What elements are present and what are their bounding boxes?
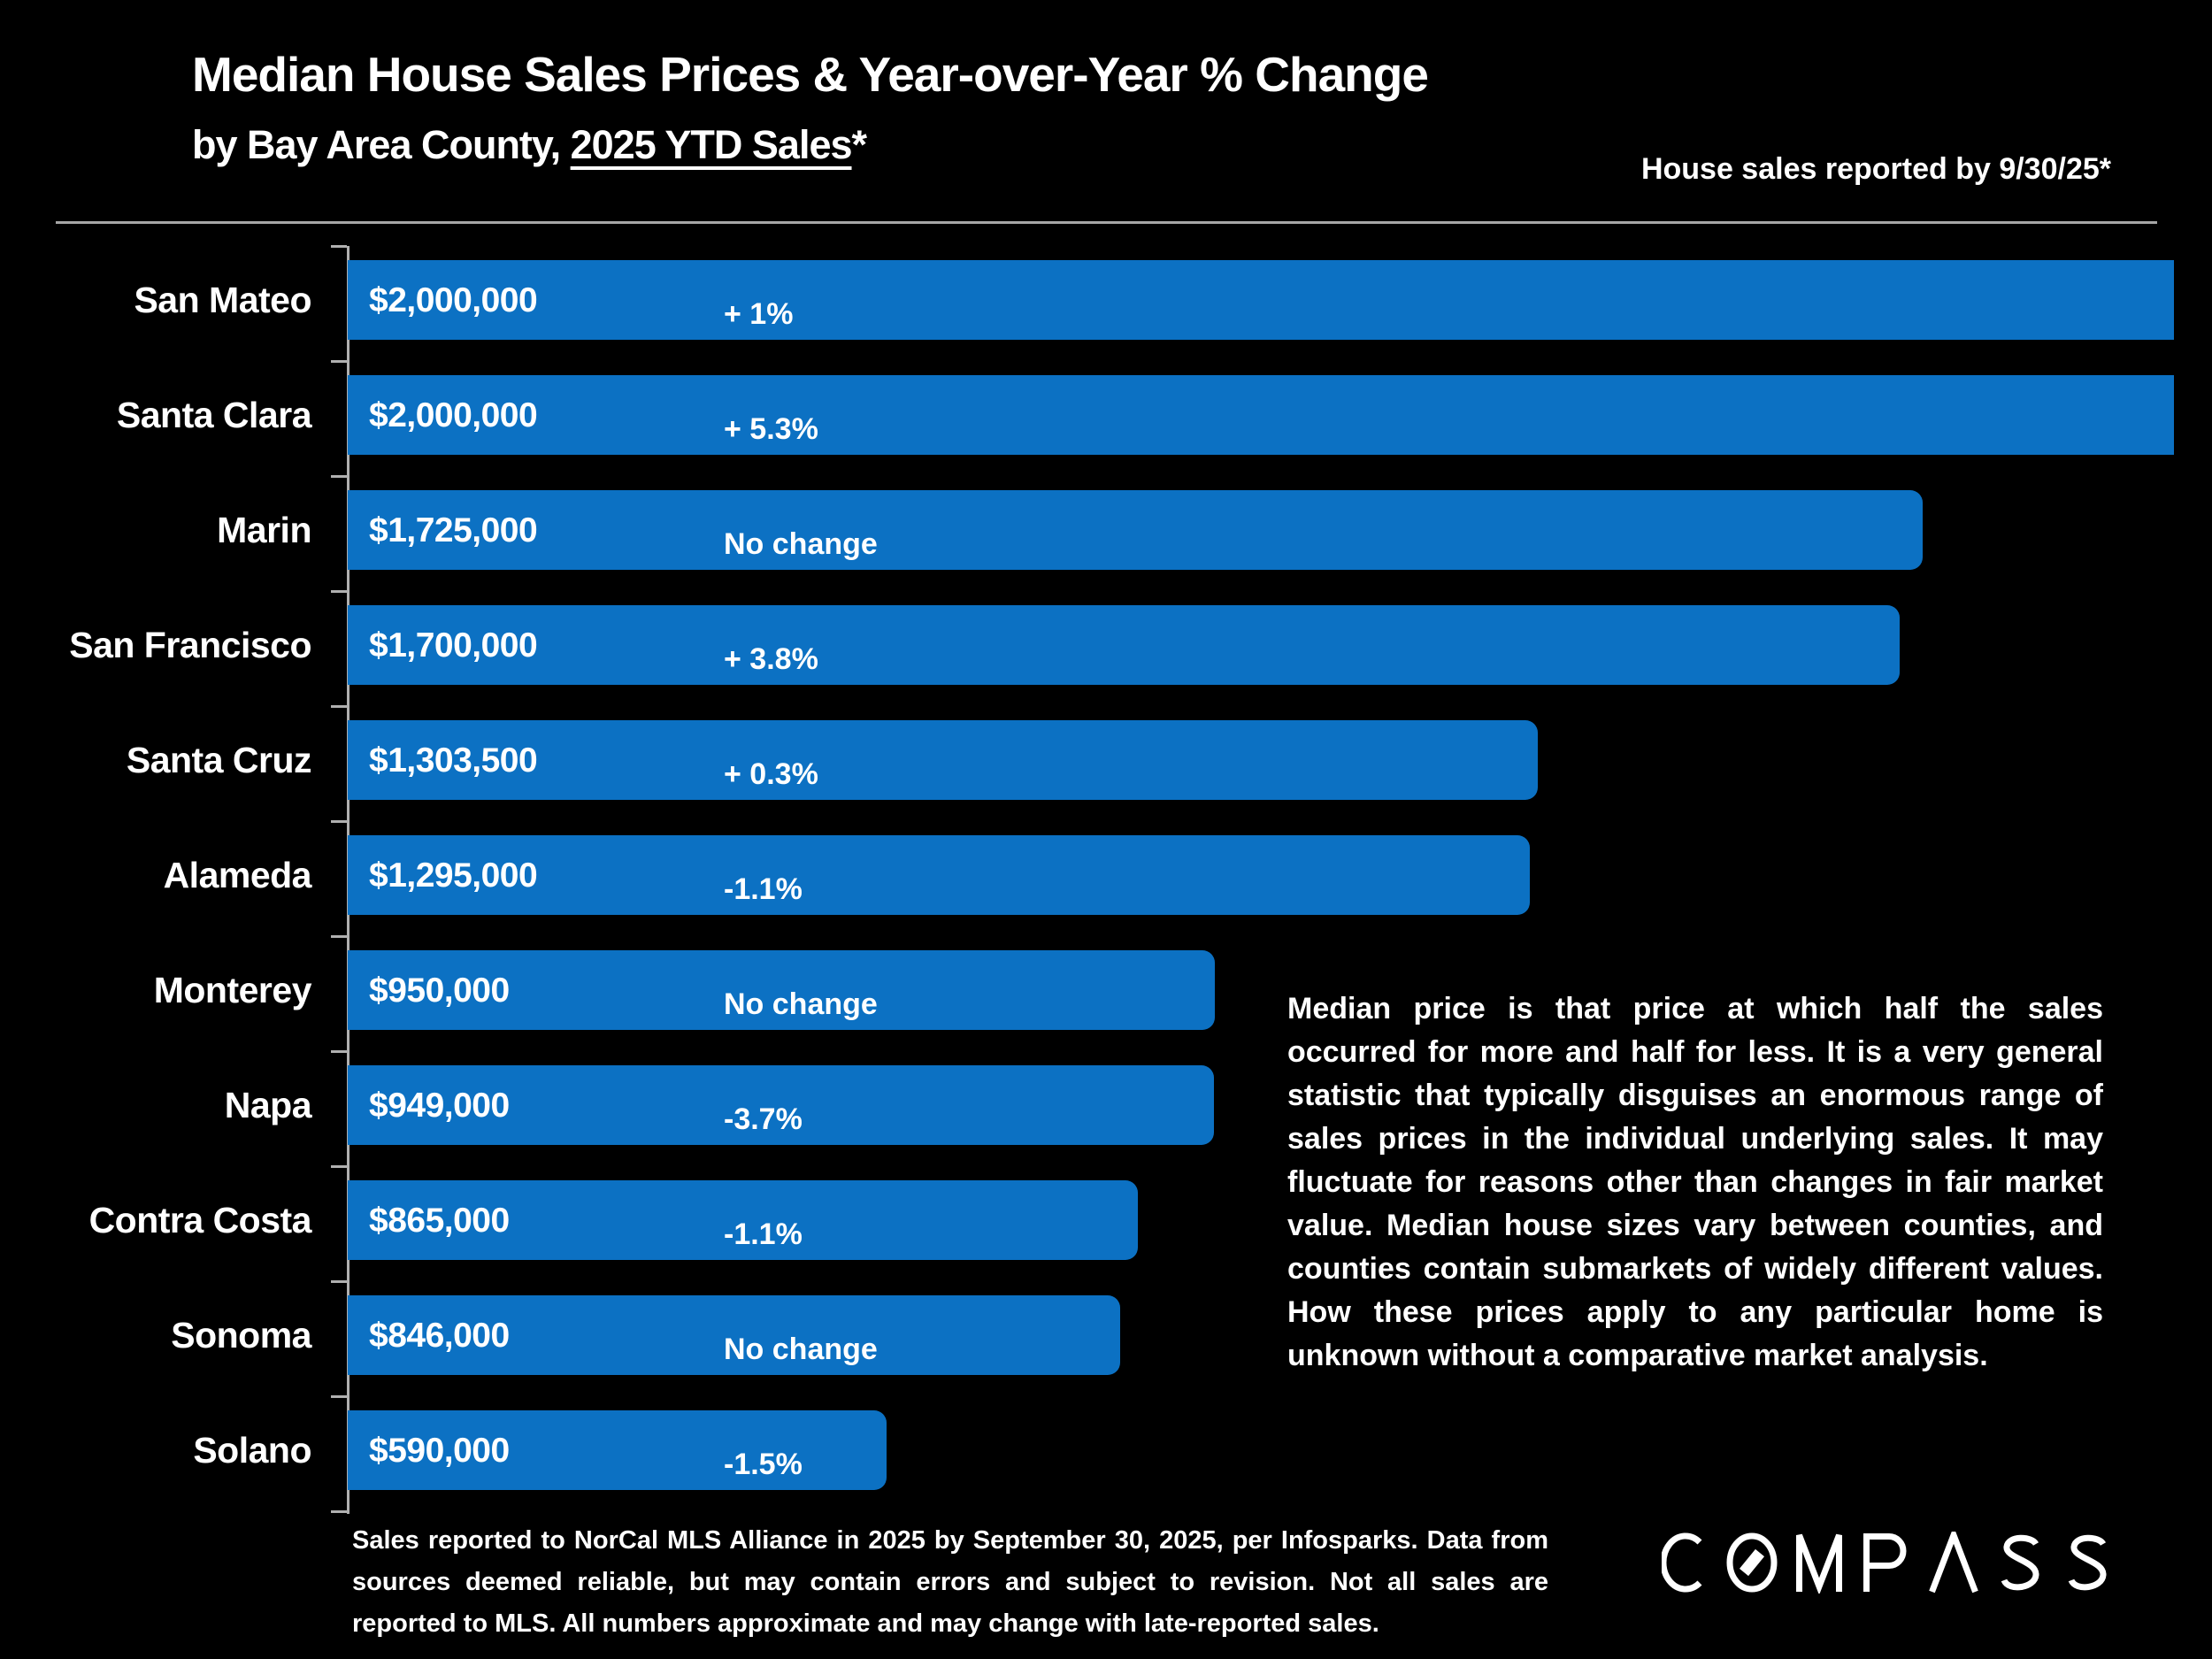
change-label: No change xyxy=(724,987,878,1021)
price-label: $1,725,000 xyxy=(369,511,538,549)
axis-tick xyxy=(331,245,347,248)
change-label: + 1% xyxy=(724,297,794,331)
county-label: Sonoma xyxy=(171,1315,311,1356)
axis-tick xyxy=(331,1050,347,1053)
reported-date-note: House sales reported by 9/30/25* xyxy=(1640,152,2111,186)
axis-tick xyxy=(331,475,347,478)
axis-tick xyxy=(331,935,347,938)
price-bar xyxy=(348,950,1215,1030)
change-label: No change xyxy=(724,527,878,561)
change-label: -1.1% xyxy=(724,872,803,906)
logo-letter-p xyxy=(1863,1533,1907,1592)
change-label: -3.7% xyxy=(724,1102,803,1136)
county-label: Santa Cruz xyxy=(126,740,312,780)
change-label: -1.1% xyxy=(724,1217,803,1251)
logo-letter-a xyxy=(1929,1526,1978,1594)
county-label: Monterey xyxy=(153,970,312,1010)
page-subtitle: by Bay Area County, 2025 YTD Sales* xyxy=(192,122,867,168)
county-label: Contra Costa xyxy=(88,1200,312,1240)
chart-row: Napa $949,000 -3.7% xyxy=(0,1065,2212,1145)
subtitle-underlined: 2025 YTD Sales xyxy=(570,122,853,167)
county-label: Napa xyxy=(224,1085,312,1125)
price-label: $865,000 xyxy=(369,1202,510,1240)
chart-row: Solano $590,000 -1.5% xyxy=(0,1410,2212,1490)
chart-row: San Francisco $1,700,000 + 3.8% xyxy=(0,605,2212,685)
county-label: Santa Clara xyxy=(116,395,312,435)
subtitle-asterisk: * xyxy=(851,122,867,167)
axis-tick xyxy=(331,1165,347,1168)
change-label: No change xyxy=(724,1333,878,1366)
median-price-annotation: Median price is that price at which half… xyxy=(1287,992,2103,1372)
county-label: San Francisco xyxy=(69,625,311,665)
logo-letter-s xyxy=(2068,1534,2107,1591)
axis-tick xyxy=(331,590,347,593)
data-source-footnote: Sales reported to NorCal MLS Alliance in… xyxy=(352,1526,1548,1638)
axis-tick xyxy=(331,1510,347,1513)
price-bar xyxy=(348,1295,1120,1375)
county-label: Marin xyxy=(217,510,311,550)
change-label: + 3.8% xyxy=(724,642,818,676)
price-bar xyxy=(348,260,2174,340)
header-divider-line xyxy=(56,221,2157,224)
price-bar xyxy=(348,720,1538,800)
price-label: $590,000 xyxy=(369,1432,510,1470)
chart-row: Santa Clara $2,000,000 + 5.3% xyxy=(0,375,2212,455)
chart-row: Marin $1,725,000 No change xyxy=(0,490,2212,570)
price-bar xyxy=(348,375,2174,455)
compass-logo-graphic xyxy=(1660,1526,2107,1595)
axis-tick xyxy=(331,820,347,823)
compass-needle-icon xyxy=(1739,1548,1765,1577)
price-bar xyxy=(348,605,1900,685)
price-bar xyxy=(348,835,1530,915)
price-label: $1,295,000 xyxy=(369,856,538,895)
county-label: San Mateo xyxy=(134,280,311,320)
price-label: $1,303,500 xyxy=(369,741,538,780)
subtitle-prefix: by Bay Area County, xyxy=(192,122,571,167)
compass-logo xyxy=(1660,1526,2115,1598)
price-label: $950,000 xyxy=(369,972,510,1010)
chart-row: Santa Cruz $1,303,500 + 0.3% xyxy=(0,720,2212,800)
price-label: $1,700,000 xyxy=(369,626,538,664)
chart-row: Monterey $950,000 No change xyxy=(0,950,2212,1030)
logo-letter-m xyxy=(1796,1533,1842,1595)
change-label: + 0.3% xyxy=(724,757,818,791)
axis-tick xyxy=(331,1395,347,1398)
county-label: Alameda xyxy=(163,855,312,895)
price-bar xyxy=(348,1180,1138,1260)
chart-row: San Mateo $2,000,000 + 1% xyxy=(0,260,2212,340)
price-label: $846,000 xyxy=(369,1317,510,1355)
change-label: + 5.3% xyxy=(724,412,818,446)
price-label: $949,000 xyxy=(369,1087,510,1125)
chart-row: Contra Costa $865,000 -1.1% xyxy=(0,1180,2212,1260)
chart-row: Alameda $1,295,000 -1.1% xyxy=(0,835,2212,915)
change-label: -1.5% xyxy=(724,1448,803,1481)
axis-tick xyxy=(331,1280,347,1283)
logo-letter-c xyxy=(1660,1532,1702,1593)
logo-letter-s xyxy=(2001,1534,2039,1591)
price-bar xyxy=(348,490,1923,570)
page-title: Median House Sales Prices & Year-over-Ye… xyxy=(192,47,1429,102)
price-bar xyxy=(348,1410,887,1490)
logo-letter-o-with-needle xyxy=(1726,1532,1778,1593)
axis-tick xyxy=(331,705,347,708)
axis-tick xyxy=(331,360,347,363)
price-label: $2,000,000 xyxy=(369,396,538,434)
price-bar xyxy=(348,1065,1214,1145)
price-label: $2,000,000 xyxy=(369,281,538,319)
chart-row: Sonoma $846,000 No change xyxy=(0,1295,2212,1375)
county-label: Solano xyxy=(193,1430,311,1471)
